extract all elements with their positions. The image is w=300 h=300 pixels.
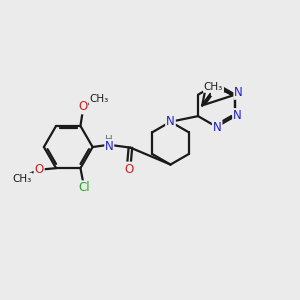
Text: O: O (34, 163, 44, 176)
Text: O: O (124, 163, 134, 176)
Text: N: N (213, 121, 221, 134)
Text: N: N (166, 115, 175, 128)
Text: N: N (233, 109, 242, 122)
Text: O: O (78, 100, 88, 113)
Text: CH₃: CH₃ (13, 173, 32, 184)
Text: N: N (212, 82, 220, 95)
Text: Cl: Cl (78, 181, 90, 194)
Text: CH₃: CH₃ (204, 82, 223, 92)
Text: H: H (105, 136, 113, 146)
Text: N: N (234, 86, 243, 99)
Text: CH₃: CH₃ (90, 94, 109, 104)
Text: N: N (105, 140, 114, 153)
